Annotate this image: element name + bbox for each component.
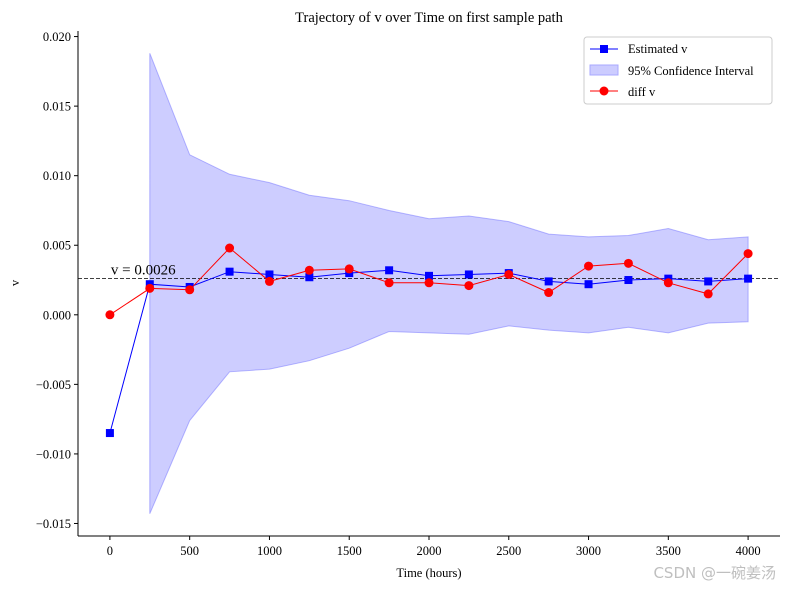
data-point-square: [105, 429, 114, 438]
data-point-square: [425, 271, 433, 280]
data-point-circle: [225, 243, 235, 253]
legend-diff-label: diff v: [628, 85, 656, 99]
y-tick-label: −0.010: [36, 447, 71, 461]
data-point-square: [544, 277, 553, 286]
y-tick-label: 0.000: [43, 308, 71, 322]
data-point-circle: [623, 258, 633, 268]
data-point-circle: [304, 265, 314, 275]
y-tick-label: 0.020: [43, 30, 71, 44]
x-axis-label: Time (hours): [396, 566, 461, 580]
y-axis-label: v: [8, 279, 22, 286]
data-point-circle: [544, 288, 554, 298]
x-tick-label: 2000: [417, 544, 442, 558]
data-point-circle: [185, 285, 195, 295]
x-tick-label: 1500: [337, 544, 362, 558]
y-tick-label: −0.005: [36, 378, 71, 392]
data-point-circle: [145, 283, 155, 293]
data-point-square: [704, 277, 713, 286]
data-point-square: [385, 266, 394, 275]
legend-estimated-label: Estimated v: [628, 42, 688, 56]
data-point-circle: [663, 278, 673, 288]
reference-line-label: v = 0.0026: [111, 263, 176, 279]
data-point-square: [265, 270, 274, 279]
x-tick-label: 1000: [257, 544, 282, 558]
data-point-square: [624, 276, 633, 285]
x-tick-label: 3500: [656, 544, 681, 558]
watermark: CSDN @一碗姜汤: [653, 564, 776, 582]
legend-ci-label: 95% Confidence Interval: [628, 64, 754, 78]
data-point-circle: [384, 278, 394, 288]
data-point-circle: [105, 310, 115, 320]
legend-estimated-marker: [600, 45, 608, 53]
x-tick-label: 2500: [496, 544, 521, 558]
legend-box: [583, 36, 773, 105]
chart-title: Trajectory of v over Time on first sampl…: [295, 10, 563, 26]
y-tick-label: 0.015: [43, 100, 71, 114]
legend-ci-swatch: [589, 64, 619, 76]
data-point-circle: [584, 261, 594, 271]
x-tick-label: 500: [180, 544, 199, 558]
y-tick-label: 0.010: [43, 169, 71, 183]
data-point-circle: [703, 289, 713, 299]
y-tick-label: −0.015: [36, 517, 71, 531]
data-point-square: [225, 267, 234, 276]
legend: Estimated v 95% Confidence Interval diff…: [583, 36, 773, 105]
data-point-square: [584, 280, 593, 289]
data-point-square: [305, 273, 314, 282]
x-tick-label: 4000: [736, 544, 761, 558]
data-point-square: [744, 274, 753, 283]
data-point-circle: [424, 278, 434, 288]
data-point-circle: [344, 264, 354, 274]
x-tick-label: 3000: [576, 544, 601, 558]
y-tick-label: 0.005: [43, 239, 71, 253]
data-point-circle: [743, 249, 753, 259]
data-point-square: [464, 270, 473, 279]
plot-area: v = 0.0026 0 500 1000 1500 2000 2500 3000 3500 4…: [36, 30, 780, 558]
confidence-band: [149, 53, 749, 514]
series-diff-v: [105, 243, 753, 320]
legend-diff-marker: [599, 86, 609, 96]
data-point-circle: [504, 269, 514, 279]
x-tick-label: 0: [107, 544, 113, 558]
data-point-circle: [264, 276, 274, 286]
data-point-circle: [464, 281, 474, 291]
